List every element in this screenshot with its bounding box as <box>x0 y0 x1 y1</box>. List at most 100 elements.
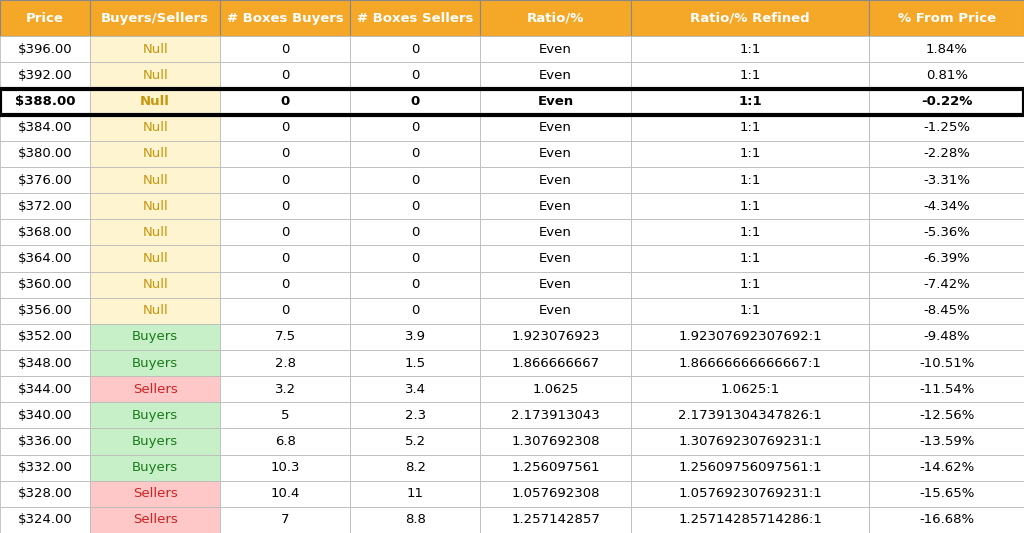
Text: Ratio/%: Ratio/% <box>526 12 585 25</box>
Bar <box>220 193 350 219</box>
Bar <box>869 88 1024 115</box>
Bar <box>220 350 350 376</box>
Text: 1:1: 1:1 <box>739 174 761 187</box>
Text: 0: 0 <box>411 278 420 291</box>
Text: $392.00: $392.00 <box>17 69 73 82</box>
Text: 10.4: 10.4 <box>270 487 300 500</box>
Text: 2.17391304347826:1: 2.17391304347826:1 <box>678 409 822 422</box>
Bar <box>631 193 869 219</box>
Text: $380.00: $380.00 <box>17 148 73 160</box>
Bar <box>350 36 480 62</box>
Bar <box>480 298 631 324</box>
Text: -16.68%: -16.68% <box>920 513 974 527</box>
Text: Even: Even <box>539 252 572 265</box>
Text: $364.00: $364.00 <box>17 252 73 265</box>
Text: -14.62%: -14.62% <box>920 461 974 474</box>
Bar <box>480 402 631 429</box>
Text: 1:1: 1:1 <box>738 95 762 108</box>
Text: Even: Even <box>538 95 573 108</box>
Text: Null: Null <box>142 43 168 56</box>
Bar <box>0 219 90 245</box>
Text: $340.00: $340.00 <box>17 409 73 422</box>
Bar <box>220 507 350 533</box>
Text: 0: 0 <box>411 226 420 239</box>
Text: Price: Price <box>27 12 63 25</box>
Bar <box>0 376 90 402</box>
Bar <box>0 298 90 324</box>
Text: Null: Null <box>142 148 168 160</box>
Bar <box>0 507 90 533</box>
Bar <box>350 271 480 298</box>
Text: 0: 0 <box>411 121 420 134</box>
Bar <box>90 481 220 507</box>
Text: -0.22%: -0.22% <box>921 95 973 108</box>
Bar <box>480 376 631 402</box>
Bar <box>90 429 220 455</box>
Bar <box>220 402 350 429</box>
Bar <box>0 245 90 271</box>
Bar <box>0 88 1024 115</box>
Text: Even: Even <box>539 226 572 239</box>
Bar <box>480 455 631 481</box>
Text: 1.86666666666667:1: 1.86666666666667:1 <box>679 357 821 369</box>
Text: 1.25714285714286:1: 1.25714285714286:1 <box>678 513 822 527</box>
Bar <box>90 298 220 324</box>
Text: Even: Even <box>539 43 572 56</box>
Bar <box>480 350 631 376</box>
Bar <box>350 298 480 324</box>
Text: $336.00: $336.00 <box>17 435 73 448</box>
Bar <box>480 481 631 507</box>
Text: 1:1: 1:1 <box>739 278 761 291</box>
Bar <box>90 167 220 193</box>
Text: 11: 11 <box>407 487 424 500</box>
Text: -7.42%: -7.42% <box>924 278 970 291</box>
Text: $352.00: $352.00 <box>17 330 73 343</box>
Text: 0: 0 <box>411 304 420 317</box>
Text: Null: Null <box>142 226 168 239</box>
Bar <box>480 193 631 219</box>
Text: $376.00: $376.00 <box>17 174 73 187</box>
Text: -1.25%: -1.25% <box>924 121 970 134</box>
Text: Null: Null <box>142 121 168 134</box>
Text: $368.00: $368.00 <box>17 226 73 239</box>
Bar <box>350 455 480 481</box>
Bar <box>869 271 1024 298</box>
Bar <box>869 455 1024 481</box>
Bar <box>220 245 350 271</box>
Bar <box>0 141 90 167</box>
Bar <box>869 115 1024 141</box>
Bar <box>90 350 220 376</box>
Text: Null: Null <box>142 69 168 82</box>
Text: -9.48%: -9.48% <box>924 330 970 343</box>
Bar <box>90 62 220 88</box>
Text: 1:1: 1:1 <box>739 43 761 56</box>
Text: Even: Even <box>539 174 572 187</box>
Text: Buyers/Sellers: Buyers/Sellers <box>101 12 209 25</box>
Text: Buyers: Buyers <box>132 409 178 422</box>
Text: 0: 0 <box>411 43 420 56</box>
Text: 2.8: 2.8 <box>274 357 296 369</box>
Bar <box>631 271 869 298</box>
Text: 1:1: 1:1 <box>739 252 761 265</box>
Text: 0: 0 <box>281 226 290 239</box>
Text: 7.5: 7.5 <box>274 330 296 343</box>
Bar <box>0 0 90 36</box>
Bar <box>869 62 1024 88</box>
Bar <box>350 62 480 88</box>
Text: 0: 0 <box>281 252 290 265</box>
Bar <box>480 0 631 36</box>
Text: 1.923076923: 1.923076923 <box>511 330 600 343</box>
Text: 0: 0 <box>281 278 290 291</box>
Bar <box>869 324 1024 350</box>
Text: -10.51%: -10.51% <box>919 357 975 369</box>
Text: 0: 0 <box>411 69 420 82</box>
Text: -6.39%: -6.39% <box>924 252 970 265</box>
Bar <box>350 507 480 533</box>
Text: Null: Null <box>142 252 168 265</box>
Text: 6.8: 6.8 <box>274 435 296 448</box>
Text: 1.5: 1.5 <box>404 357 426 369</box>
Bar <box>869 376 1024 402</box>
Bar <box>0 167 90 193</box>
Bar <box>90 88 220 115</box>
Bar <box>90 115 220 141</box>
